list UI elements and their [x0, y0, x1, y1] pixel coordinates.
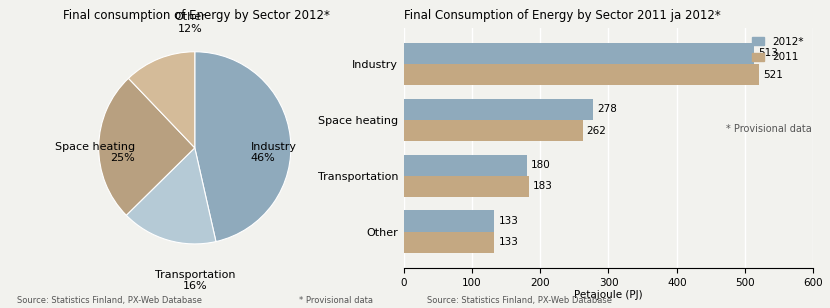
- Text: Source: Statistics Finland, PX-Web Database: Source: Statistics Finland, PX-Web Datab…: [427, 296, 613, 305]
- Wedge shape: [129, 52, 195, 148]
- Bar: [403, 120, 583, 141]
- Text: Final consumption of Energy by Sector 2012*: Final consumption of Energy by Sector 20…: [62, 9, 330, 22]
- Text: Source: Statistics Finland, PX-Web Database: Source: Statistics Finland, PX-Web Datab…: [17, 296, 202, 305]
- Text: 183: 183: [533, 181, 553, 191]
- Text: * Provisional data: * Provisional data: [725, 124, 812, 134]
- Wedge shape: [126, 148, 216, 244]
- X-axis label: Petajoule (PJ): Petajoule (PJ): [574, 290, 642, 301]
- Text: Industry
46%: Industry 46%: [251, 142, 296, 164]
- Text: Transportation
16%: Transportation 16%: [154, 270, 235, 291]
- Text: 180: 180: [530, 160, 550, 170]
- Text: Final Consumption of Energy by Sector 2011 ja 2012*: Final Consumption of Energy by Sector 20…: [403, 9, 720, 22]
- Text: 262: 262: [587, 126, 607, 136]
- Legend: 2012*, 2011: 2012*, 2011: [748, 33, 808, 67]
- Bar: [403, 43, 754, 64]
- Text: 521: 521: [764, 70, 784, 80]
- Wedge shape: [195, 52, 290, 241]
- Bar: [403, 155, 526, 176]
- Wedge shape: [99, 78, 195, 215]
- Bar: [403, 232, 495, 253]
- Text: Other
12%: Other 12%: [174, 12, 206, 34]
- Bar: [403, 210, 495, 232]
- Bar: [403, 64, 759, 85]
- Bar: [403, 99, 593, 120]
- Text: * Provisional data: * Provisional data: [299, 296, 373, 305]
- Text: 278: 278: [598, 104, 618, 114]
- Bar: [403, 176, 529, 197]
- Text: 133: 133: [499, 237, 519, 247]
- Text: 513: 513: [758, 48, 778, 59]
- Text: Space heating
25%: Space heating 25%: [55, 142, 135, 164]
- Text: 133: 133: [499, 216, 519, 226]
